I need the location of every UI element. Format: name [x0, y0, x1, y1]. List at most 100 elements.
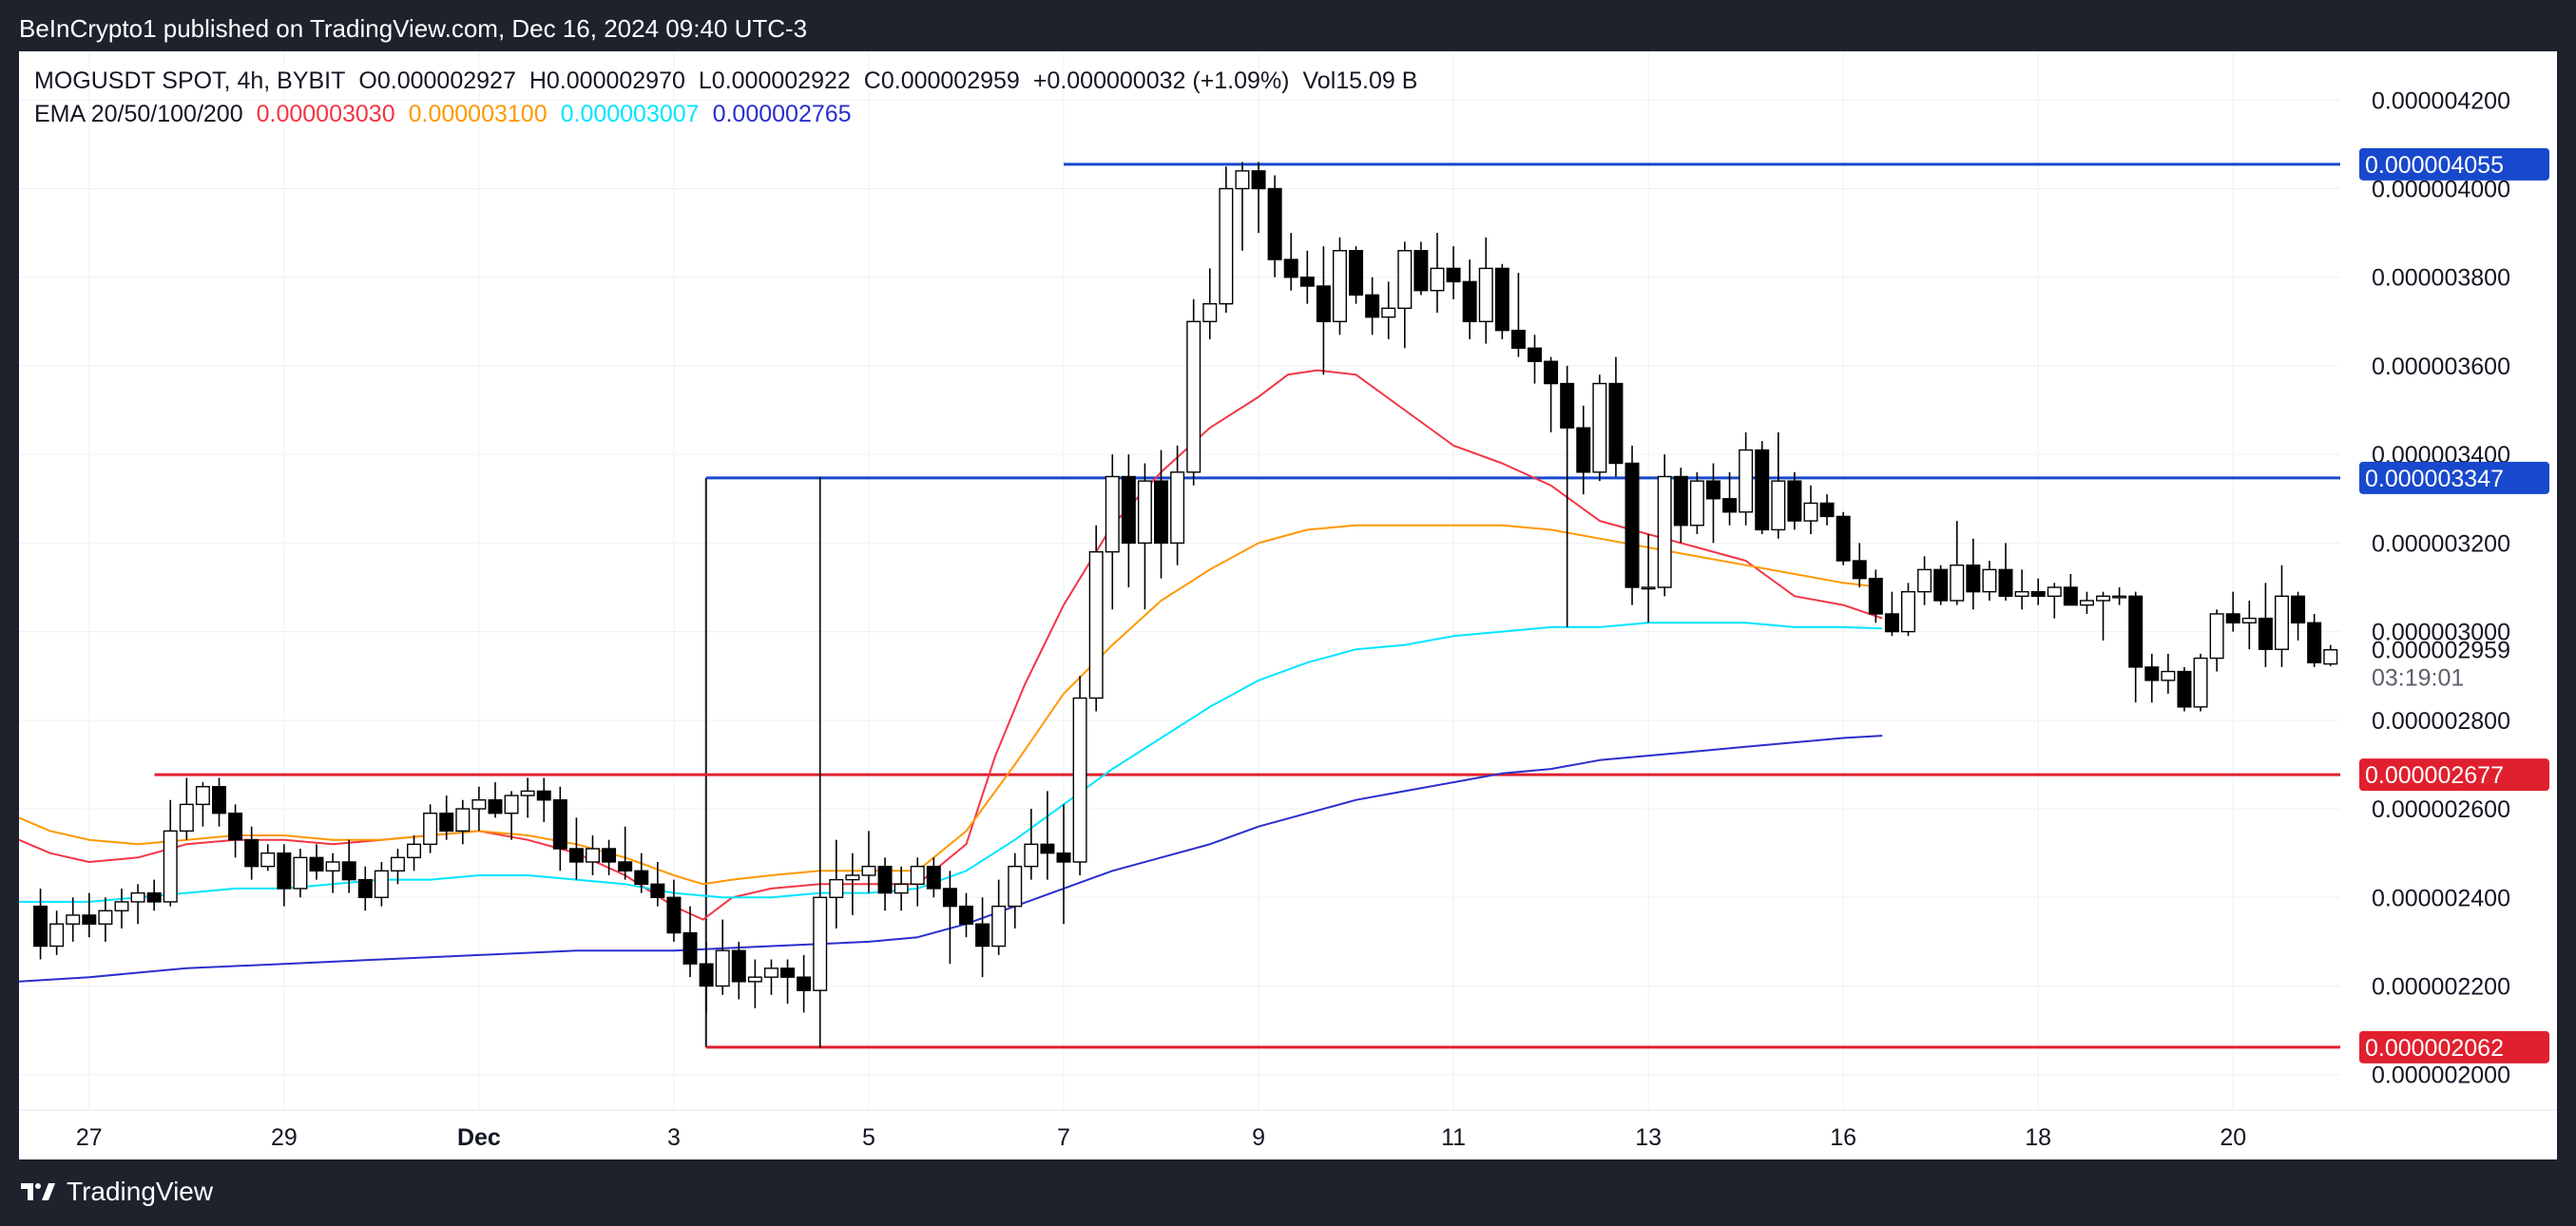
candle-up [1739, 449, 1754, 513]
price-axis-label: 0.000002800 [2372, 708, 2510, 735]
candle-down [1413, 250, 1429, 292]
time-axis-label: 7 [1057, 1124, 1070, 1151]
tradingview-logo-icon [21, 1183, 55, 1200]
candle-up [1478, 267, 1493, 323]
ema100-value: 0.000003007 [560, 101, 700, 127]
open-label: O [358, 67, 377, 94]
candle-down [1560, 382, 1575, 429]
ema-50-line [19, 524, 1883, 886]
price-axis-label: 0.000003000 [2372, 620, 2510, 646]
candle-up [260, 852, 276, 868]
candle-up [1024, 843, 1039, 868]
candle-down [1446, 267, 1461, 283]
candle-down [146, 891, 162, 903]
candle-down [1624, 462, 1640, 588]
candle-down [1933, 568, 1949, 602]
candle-down [552, 799, 567, 850]
ohlc-row: MOGUSDT SPOT, 4h, BYBIT O0.000002927 H0.00… [34, 65, 1431, 98]
candle-down [1544, 360, 1559, 385]
candle-up [1397, 250, 1413, 310]
candle-up [1202, 302, 1218, 323]
candle-down [780, 967, 796, 978]
ema-row: EMA 20/50/100/200 0.000003030 0.000003100 0… [34, 98, 1431, 131]
support-price-tag [2359, 758, 2549, 792]
candle-down [1836, 515, 1851, 562]
candle-down [1819, 502, 1835, 518]
candle-up [586, 848, 600, 863]
price-axis-label: 0.000003200 [2372, 530, 2510, 557]
candle-up [1430, 267, 1445, 292]
candle-up [1592, 382, 1607, 473]
candle-up [1950, 564, 1965, 602]
candle-up [829, 878, 844, 898]
price-axis-label: 0.000003800 [2372, 265, 2510, 292]
candle-down [33, 905, 48, 948]
candle-up [407, 843, 422, 859]
publisher-text: BeInCrypto1 published on TradingView.com… [19, 14, 808, 43]
candle-down [1251, 170, 1266, 190]
candle-down [1154, 480, 1169, 545]
low-label: L [698, 67, 712, 94]
candle-up [1657, 475, 1672, 588]
candle-down [1868, 577, 1883, 615]
candle-down [699, 963, 714, 987]
candle-up [2241, 617, 2257, 623]
high-label: H [529, 67, 547, 94]
candle-up [2112, 595, 2127, 599]
symbol-label[interactable]: MOGUSDT SPOT, 4h, BYBIT [34, 67, 346, 94]
time-axis-label: 13 [1635, 1124, 1662, 1151]
candle-up [471, 799, 487, 810]
publisher-bar: BeInCrypto1 published on TradingView.com… [0, 0, 2576, 51]
time-axis-label: 3 [667, 1124, 681, 1151]
candle-down [82, 914, 97, 925]
candle-up [991, 905, 1007, 948]
candle-up [1917, 568, 1932, 593]
price-axis-label: 0.000003600 [2372, 354, 2510, 380]
candlestick-chart[interactable]: 0.000004200 0.000004000 0.000003800 0.00000… [19, 51, 2557, 1159]
candle-up [845, 874, 860, 881]
candle-up [2209, 613, 2224, 660]
time-axis-label: 9 [1252, 1124, 1265, 1151]
candle-down [2030, 590, 2046, 598]
candle-up [1105, 475, 1120, 553]
candle-down [1462, 280, 1477, 323]
change-value: +0.000000032 (+1.09%) [1032, 67, 1290, 94]
candle-down [2144, 666, 2160, 681]
price-axis-label: 0.000002000 [2372, 1063, 2510, 1089]
candle-up [423, 813, 438, 846]
high-value: 0.000002970 [546, 67, 685, 94]
candle-down [618, 861, 633, 872]
brand-name: TradingView [67, 1177, 214, 1206]
candle-down [568, 848, 584, 863]
candle-down [666, 896, 682, 934]
candle-down [1852, 560, 1867, 580]
candle-down [244, 838, 260, 868]
tradingview-logo[interactable]: TradingView [19, 1177, 213, 1207]
candle-down [1998, 568, 2013, 598]
candle-down [228, 813, 243, 841]
candle-down [2258, 617, 2273, 650]
candle-down [1673, 475, 1688, 527]
candle-down [536, 790, 551, 801]
candle-down [309, 856, 324, 872]
candle-up [195, 786, 210, 806]
time-axis-label: 27 [76, 1124, 103, 1151]
candle-up [455, 808, 471, 833]
candle-up [1803, 502, 1818, 522]
candle-down [1884, 613, 1899, 633]
candle-down [277, 852, 292, 890]
support-price-tag [2359, 1030, 2549, 1063]
candle-up [2014, 590, 2029, 598]
chart-panel[interactable]: 0.000004200 0.000004000 0.000003800 0.00000… [19, 51, 2557, 1159]
candle-down [2063, 586, 2078, 606]
ema-label[interactable]: EMA 20/50/100/200 [34, 101, 243, 127]
candle-down [1705, 480, 1721, 500]
time-axis-label: 29 [271, 1124, 298, 1151]
candle-up [179, 803, 194, 833]
candle-down [1267, 187, 1282, 260]
candle-up [894, 883, 909, 894]
ema-100-line [19, 622, 1883, 903]
time-axis-label: 11 [1441, 1124, 1466, 1151]
candle-up [66, 914, 81, 925]
candle-up [1332, 250, 1347, 323]
